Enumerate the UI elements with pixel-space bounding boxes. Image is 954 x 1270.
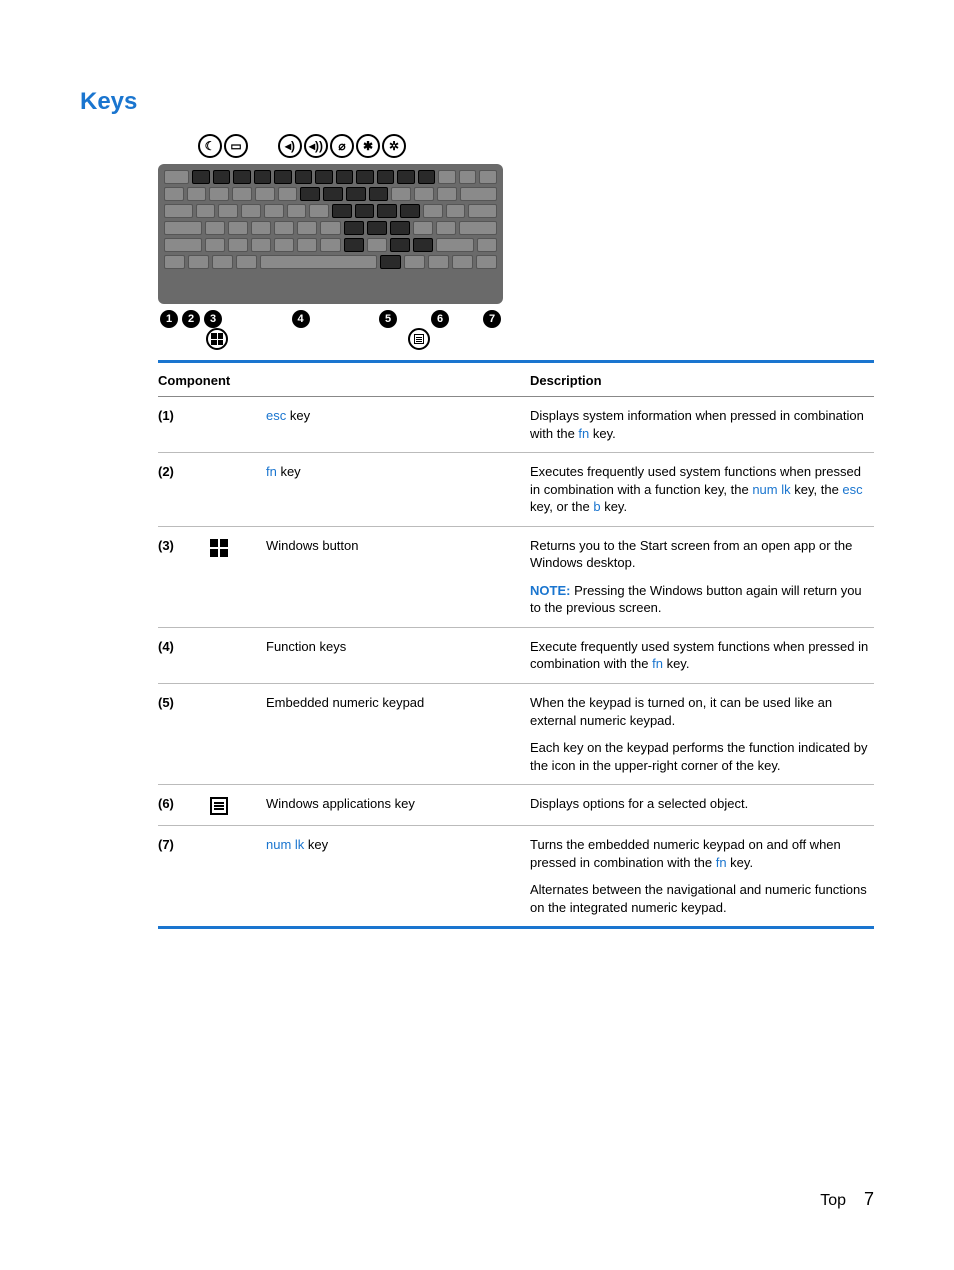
table-header: Component Description xyxy=(158,363,874,397)
row-icon-cell xyxy=(210,795,266,815)
callout-5: 5 xyxy=(379,310,397,328)
component-link: num lk xyxy=(266,837,304,852)
row-component: Windows button xyxy=(266,537,530,617)
row-number: (7) xyxy=(158,836,210,916)
windows-icon xyxy=(210,539,228,557)
callout-2: 2 xyxy=(182,310,200,328)
description-block: Execute frequently used system functions… xyxy=(530,638,874,673)
row-component: Windows applications key xyxy=(266,795,530,815)
menu-icon xyxy=(408,328,430,350)
table-row: (7) num lk keyTurns the embedded numeric … xyxy=(158,826,874,926)
description-block: Executes frequently used system function… xyxy=(530,463,874,516)
callout-1: 1 xyxy=(160,310,178,328)
inline-link: fn xyxy=(652,656,663,671)
table-row: (5) Embedded numeric keypadWhen the keypa… xyxy=(158,684,874,785)
component-link: esc xyxy=(266,408,286,423)
table-row: (3) Windows buttonReturns you to the Star… xyxy=(158,527,874,628)
description-block: When the keypad is turned on, it can be … xyxy=(530,694,874,729)
row-number: (1) xyxy=(158,407,210,442)
description-block: Turns the embedded numeric keypad on and… xyxy=(530,836,874,871)
row-description: When the keypad is turned on, it can be … xyxy=(530,694,874,774)
table-row: (1) esc keyDisplays system information wh… xyxy=(158,397,874,453)
row-number: (5) xyxy=(158,694,210,774)
header-description: Description xyxy=(530,373,874,388)
description-block: Returns you to the Start screen from an … xyxy=(530,537,874,572)
mic-mute-icon: ⌀ xyxy=(330,134,354,158)
section-title: Keys xyxy=(80,88,874,116)
menu-icon xyxy=(210,797,228,815)
moon-icon: ☾ xyxy=(198,134,222,158)
table-row: (6) Windows applications keyDisplays opti… xyxy=(158,785,874,826)
table-row: (4) Function keysExecute frequently used … xyxy=(158,628,874,684)
row-icon-cell xyxy=(210,463,266,516)
row-icon-cell xyxy=(210,694,266,774)
page-footer: Top 7 xyxy=(820,1189,874,1210)
row-description: Returns you to the Start screen from an … xyxy=(530,537,874,617)
callout-4: 4 xyxy=(292,310,310,328)
windows-icon xyxy=(206,328,228,350)
footer-label: Top xyxy=(820,1192,846,1210)
description-block: Each key on the keypad performs the func… xyxy=(530,739,874,774)
component-table: Component Description (1)esc keyDisplays… xyxy=(158,360,874,929)
volume-down-icon: ◂) xyxy=(278,134,302,158)
row-number: (4) xyxy=(158,638,210,673)
brightness-down-icon: ✱ xyxy=(356,134,380,158)
description-block: Displays system information when pressed… xyxy=(530,407,874,442)
keyboard-diagram xyxy=(158,164,503,304)
row-icon-cell xyxy=(210,638,266,673)
inline-link: esc xyxy=(842,482,862,497)
keyboard-figure: ☾ ▭ ◂) ◂)) ⌀ ✱ ✲ xyxy=(158,134,874,350)
header-component: Component xyxy=(158,373,422,388)
row-number: (3) xyxy=(158,537,210,617)
callout-7: 7 xyxy=(483,310,501,328)
table-row: (2) fn keyExecutes frequently used system… xyxy=(158,453,874,527)
volume-up-icon: ◂)) xyxy=(304,134,328,158)
callout-6: 6 xyxy=(431,310,449,328)
inline-link: b xyxy=(593,499,600,514)
row-component: num lk key xyxy=(266,836,530,916)
row-icon-cell xyxy=(210,836,266,916)
top-icon-row: ☾ ▭ ◂) ◂)) ⌀ ✱ ✲ xyxy=(198,134,503,158)
callout-row: 1 2 3 4 5 6 7 xyxy=(158,310,503,328)
inline-link: num lk xyxy=(752,482,790,497)
inline-link: fn xyxy=(716,855,727,870)
description-block: Displays options for a selected object. xyxy=(530,795,874,813)
row-description: Displays options for a selected object. xyxy=(530,795,874,815)
description-block: NOTE: Pressing the Windows button again … xyxy=(530,582,874,617)
row-description: Displays system information when pressed… xyxy=(530,407,874,442)
row-icon-cell xyxy=(210,537,266,617)
row-component: esc key xyxy=(266,407,530,442)
brightness-up-icon: ✲ xyxy=(382,134,406,158)
component-link: fn xyxy=(266,464,277,479)
callout-3: 3 xyxy=(204,310,222,328)
row-icon-cell xyxy=(210,407,266,442)
row-description: Turns the embedded numeric keypad on and… xyxy=(530,836,874,916)
note-label: NOTE: xyxy=(530,583,574,598)
row-component: Embedded numeric keypad xyxy=(266,694,530,774)
page-number: 7 xyxy=(864,1189,874,1210)
row-component: Function keys xyxy=(266,638,530,673)
row-description: Execute frequently used system functions… xyxy=(530,638,874,673)
row-component: fn key xyxy=(266,463,530,516)
row-number: (6) xyxy=(158,795,210,815)
row-number: (2) xyxy=(158,463,210,516)
row-description: Executes frequently used system function… xyxy=(530,463,874,516)
description-block: Alternates between the navigational and … xyxy=(530,881,874,916)
display-icon: ▭ xyxy=(224,134,248,158)
inline-link: fn xyxy=(578,426,589,441)
